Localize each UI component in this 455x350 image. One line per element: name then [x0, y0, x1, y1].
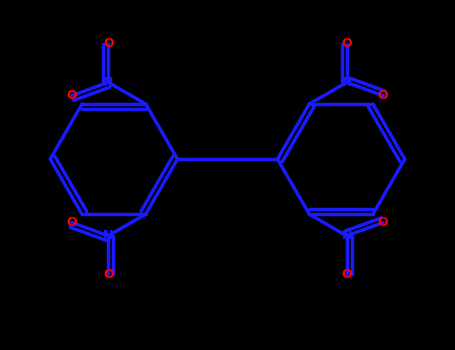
Text: O: O	[67, 89, 77, 102]
Text: N: N	[342, 76, 352, 89]
Text: N: N	[103, 76, 113, 89]
Text: N: N	[103, 229, 113, 242]
Text: O: O	[378, 89, 388, 102]
Text: O: O	[378, 216, 388, 229]
Text: O: O	[103, 37, 114, 50]
Text: O: O	[341, 37, 352, 50]
Text: O: O	[67, 216, 77, 229]
Text: N: N	[342, 229, 352, 242]
Text: O: O	[341, 268, 352, 281]
Text: O: O	[103, 268, 114, 281]
